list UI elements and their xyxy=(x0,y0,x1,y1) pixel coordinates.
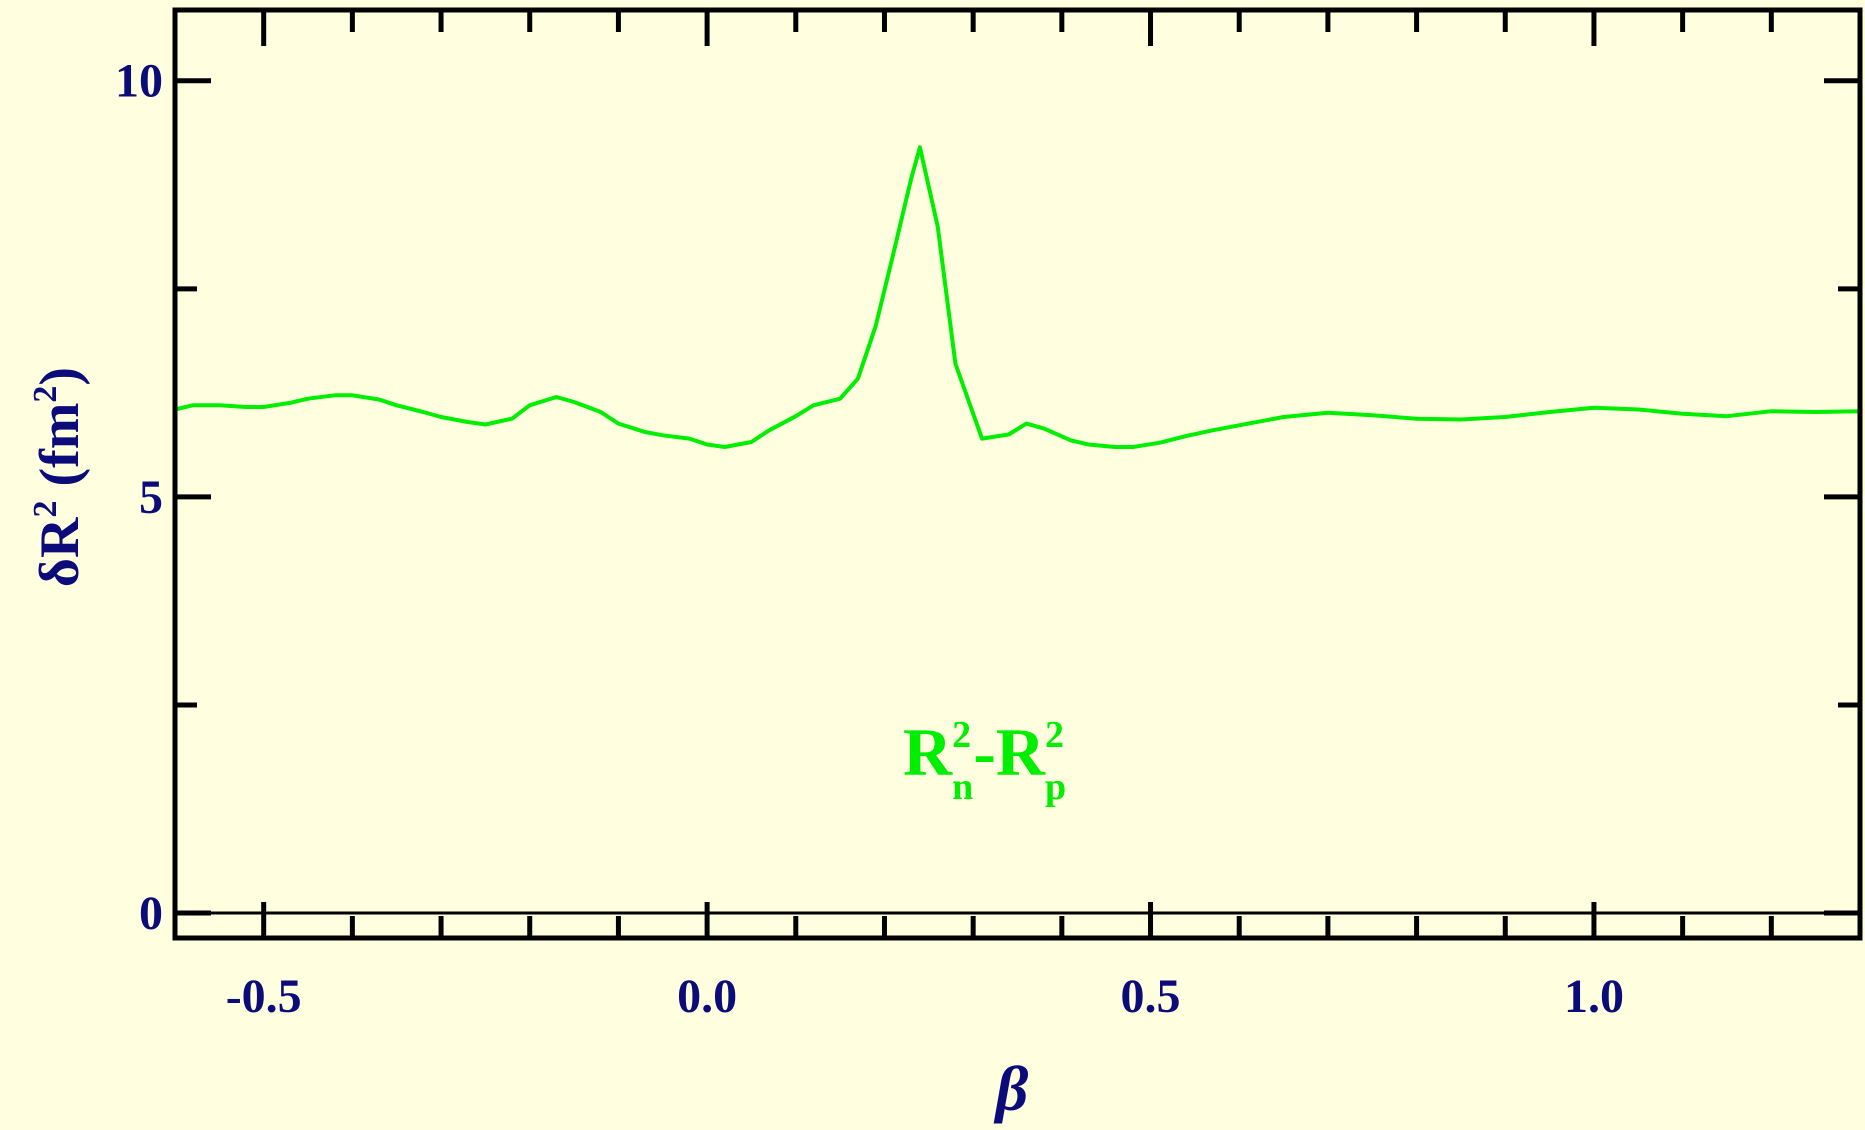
x-tick-label: 1.0 xyxy=(1564,970,1624,1023)
x-tick-label: 0.0 xyxy=(677,970,737,1023)
series-annotation: R2 n-R2 p xyxy=(903,714,1066,808)
y-tick-label: 10 xyxy=(115,55,163,108)
series-line xyxy=(174,145,1861,449)
x-tick-label: 0.5 xyxy=(1121,970,1181,1023)
labels-layer: -0.5 0.0 0.5 1.0 0 5 10 xyxy=(115,55,1624,1023)
x-axis-label: β xyxy=(994,1053,1029,1124)
x-tick-label: -0.5 xyxy=(226,970,302,1023)
y-axis-label: δR2 (fm2) xyxy=(27,367,91,587)
plot-frame xyxy=(172,7,1863,941)
y-tick-label: 5 xyxy=(139,471,163,524)
y-tick-label: 0 xyxy=(139,887,163,940)
